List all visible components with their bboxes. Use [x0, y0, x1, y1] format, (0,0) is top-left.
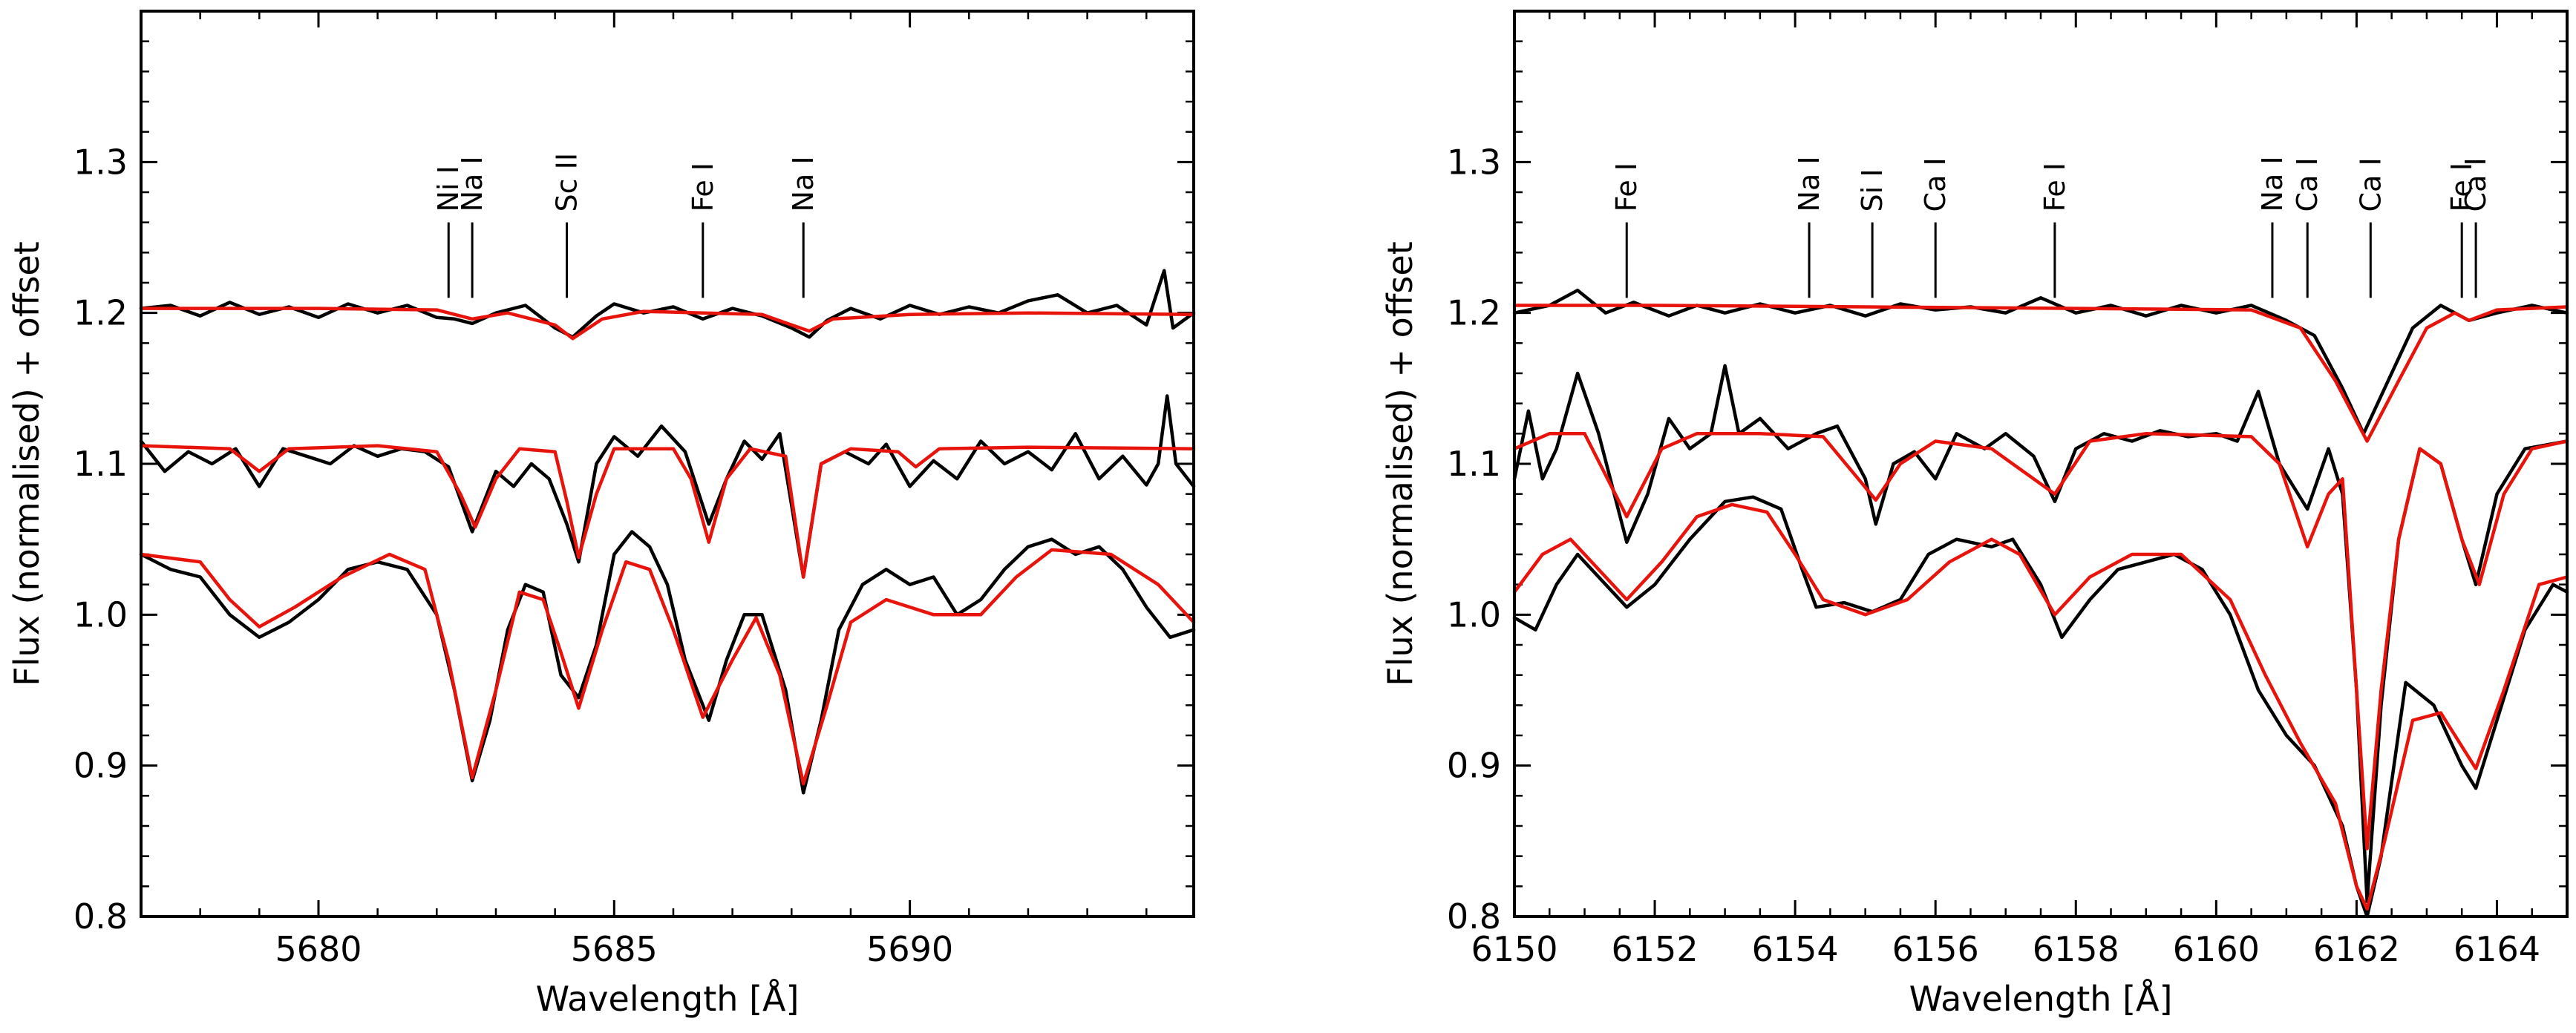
line-marker-label: Ni I	[432, 165, 465, 211]
y-tick-label: 1.2	[73, 293, 128, 333]
y-tick-label: 0.8	[73, 896, 128, 937]
x-tick-label: 6162	[2313, 929, 2400, 969]
series-line	[1512, 304, 2569, 443]
series-line	[1512, 502, 2569, 911]
line-marker-label: Na I	[1793, 156, 1825, 211]
x-tick-label: 6160	[2173, 929, 2260, 969]
line-marker-label: Ca I	[2459, 157, 2492, 211]
line-marker-label: Ca I	[1919, 157, 1952, 211]
series-line	[1512, 495, 2569, 919]
left-panel: Ni INa I Sc II Fe I Na I 5680 5685 56900.80.9…	[7, 10, 1196, 1019]
y-tick-label: 0.8	[1447, 896, 1501, 937]
x-tick-label: 5680	[275, 929, 362, 969]
y-tick-label: 1.1	[1447, 444, 1501, 484]
left-tick-labels: 5680 5685 5690 0.8 0.9 1.0 1.1 1.2 1.3	[73, 142, 953, 969]
right-ticks	[1513, 11, 2569, 918]
line-marker-label: Fe I	[2039, 163, 2071, 211]
series-line	[139, 444, 1196, 579]
y-tick-label: 0.9	[73, 746, 128, 786]
right-x-axis-title: Wavelength [Å]	[1909, 979, 2173, 1019]
line-marker-label: Fe I	[687, 163, 719, 211]
left-x-axis-title: Wavelength [Å]	[536, 979, 800, 1019]
line-marker-label: Ca I	[2291, 157, 2324, 211]
x-tick-label: 6150	[1471, 929, 1557, 969]
x-tick-label: 6158	[2033, 929, 2119, 969]
x-tick-label: 5685	[571, 929, 658, 969]
right-panel: Fe I Na I Si I Ca I Fe I Na I Ca I Ca I Fe ICa I…	[1380, 10, 2569, 1019]
line-marker-label: Fe I	[2445, 163, 2478, 211]
y-tick-label: 0.9	[1447, 746, 1501, 786]
line-marker-label: Na I	[456, 156, 488, 211]
line-marker-label: Si I	[1856, 168, 1889, 211]
y-tick-label: 1.2	[1447, 293, 1501, 333]
left-line-markers: Ni INa I Sc II Fe I Na I	[432, 153, 820, 298]
right-tick-labels: 6150 6152 6154 6156 6158 6160 6162 6164 0.8 0.9 1.…	[1447, 142, 2540, 969]
series-line	[1512, 432, 2569, 850]
right-series	[1512, 288, 2569, 919]
y-tick-label: 1.3	[1447, 142, 1501, 182]
line-marker-label: Na I	[787, 156, 820, 211]
x-tick-label: 5690	[866, 929, 953, 969]
x-tick-label: 6152	[1612, 929, 1699, 969]
right-y-axis-title: Flux (normalised) + offset	[1380, 241, 1420, 686]
line-marker-label: Ca I	[2354, 157, 2387, 211]
left-series	[139, 269, 1196, 795]
left-plot-frame	[140, 10, 1195, 918]
line-marker-label: Fe I	[1610, 163, 1643, 211]
series-line	[139, 394, 1196, 579]
series-line	[139, 306, 1196, 341]
line-marker-label: Sc II	[551, 153, 583, 212]
series-line	[139, 548, 1196, 786]
x-tick-label: 6164	[2454, 929, 2540, 969]
left-y-axis-title: Flux (normalised) + offset	[7, 241, 47, 686]
y-tick-label: 1.0	[1447, 594, 1501, 634]
series-line	[1512, 288, 2569, 436]
y-tick-label: 1.1	[73, 444, 128, 484]
right-plot-frame	[1513, 10, 2569, 918]
x-tick-label: 6156	[1892, 929, 1979, 969]
y-tick-label: 1.3	[73, 142, 128, 182]
line-marker-label: Na I	[2256, 156, 2289, 211]
series-line	[1512, 364, 2569, 903]
series-line	[139, 530, 1196, 795]
series-line	[139, 269, 1196, 339]
right-line-markers: Fe I Na I Si I Ca I Fe I Na I Ca I Ca I Fe ICa I	[1610, 156, 2492, 298]
x-tick-label: 6154	[1752, 929, 1839, 969]
left-ticks	[140, 11, 1194, 918]
y-tick-label: 1.0	[73, 594, 128, 634]
